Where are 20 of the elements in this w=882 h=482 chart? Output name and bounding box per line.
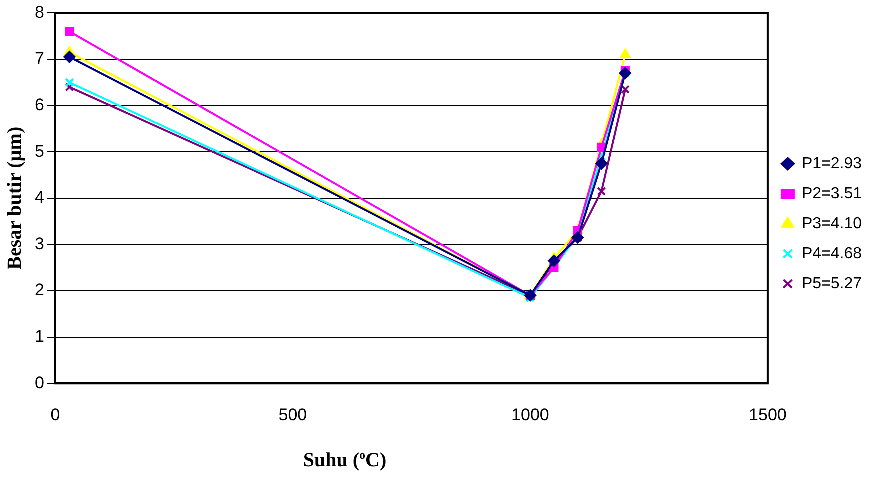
legend-label: P4=4.68 (802, 245, 862, 262)
x-tick-label: 1000 (512, 405, 550, 424)
y-tick-label: 3 (34, 234, 44, 254)
x-tick-label: 1500 (749, 405, 787, 424)
y-axis-title: Besar butir (µm) (4, 126, 26, 270)
legend-label: P3=4.10 (802, 215, 862, 232)
y-tick-label: 6 (34, 95, 44, 114)
y-tick-label: 8 (34, 2, 44, 22)
x-axis-title: Suhu ($^{o}$C) (302, 448, 388, 473)
y-tick-label: 0 (34, 373, 44, 392)
legend-label: P5=5.27 (802, 275, 862, 292)
y-tick-label: 4 (34, 188, 44, 208)
y-tick-label: 5 (34, 142, 44, 161)
y-tick-label: 2 (34, 280, 44, 300)
y-tick-label: 7 (34, 49, 44, 68)
legend-label: P1=2.93 (802, 155, 862, 172)
x-tick-label: 500 (278, 405, 308, 424)
y-tick-label: 1 (34, 326, 44, 346)
legend-label: P2=3.51 (802, 185, 862, 202)
x-tick-label: 0 (50, 405, 60, 424)
